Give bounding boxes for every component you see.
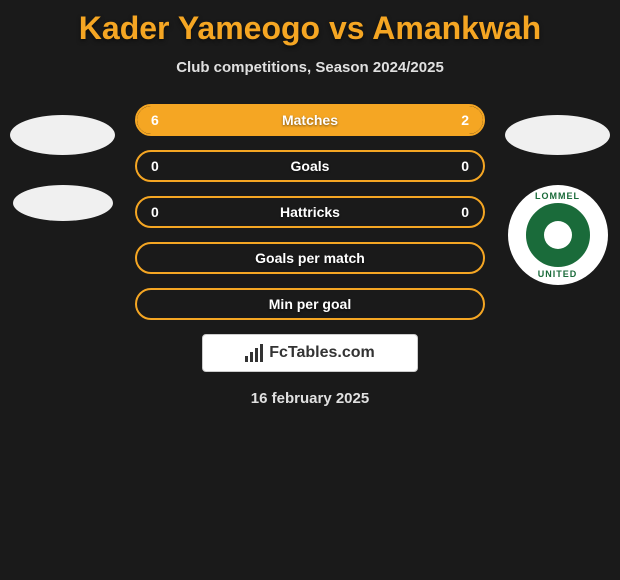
stat-value-right: 0 xyxy=(461,204,469,220)
brand-badge[interactable]: FcTables.com xyxy=(202,334,418,372)
stats-container: 6 Matches 2 0 Goals 0 0 Hattricks 0 Goal… xyxy=(135,104,485,320)
stat-label: Matches xyxy=(137,112,483,128)
stat-row-matches: 6 Matches 2 xyxy=(135,104,485,136)
stat-label: Goals per match xyxy=(137,250,483,266)
stat-row-gpm: Goals per match xyxy=(135,242,485,274)
subtitle: Club competitions, Season 2024/2025 xyxy=(0,59,620,76)
club-ball-icon xyxy=(544,221,572,249)
right-player-column: LOMMEL UNITED xyxy=(505,115,610,285)
stat-row-goals: 0 Goals 0 xyxy=(135,150,485,182)
footer-date: 16 february 2025 xyxy=(0,390,620,407)
brand-text: FcTables.com xyxy=(269,344,375,362)
stat-value-right: 0 xyxy=(461,158,469,174)
stat-row-hattricks: 0 Hattricks 0 xyxy=(135,196,485,228)
stat-label: Goals xyxy=(137,158,483,174)
right-club-badge: LOMMEL UNITED xyxy=(508,185,608,285)
club-name-bottom: UNITED xyxy=(538,269,578,279)
right-player-ellipse xyxy=(505,115,610,155)
chart-icon xyxy=(245,344,263,362)
left-player-ellipse-1 xyxy=(10,115,115,155)
stat-value-right: 2 xyxy=(461,112,469,128)
stat-row-mpg: Min per goal xyxy=(135,288,485,320)
page-title: Kader Yameogo vs Amankwah xyxy=(0,0,620,47)
stat-label: Min per goal xyxy=(137,296,483,312)
left-player-column xyxy=(10,115,115,221)
club-badge-inner xyxy=(523,200,593,270)
stat-label: Hattricks xyxy=(137,204,483,220)
left-player-ellipse-2 xyxy=(13,185,113,221)
